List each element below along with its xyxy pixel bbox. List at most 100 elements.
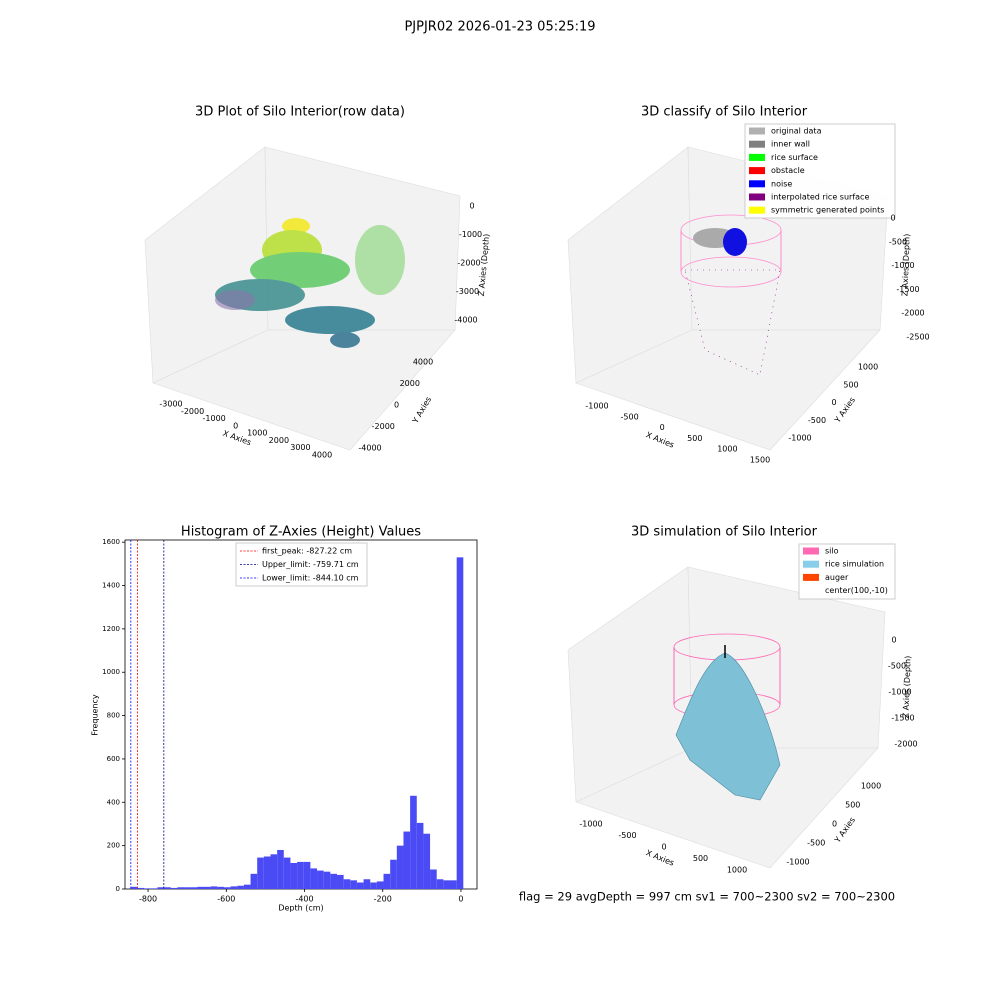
panel-title: 3D Plot of Silo Interior(row data) — [195, 105, 405, 120]
legend-label: rice simulation — [825, 560, 884, 569]
x-tick-label: -1000 — [579, 820, 602, 829]
y-tick-label: 1400 — [102, 582, 120, 590]
bar — [257, 857, 264, 889]
bar — [370, 882, 377, 889]
x-tick-label: -3000 — [159, 400, 182, 409]
y-tick-label: 1000 — [861, 782, 881, 791]
legend-swatch — [749, 167, 765, 175]
bar — [303, 861, 311, 889]
legend-swatch — [803, 547, 819, 555]
x-tick-label: 0 — [661, 843, 666, 852]
bar — [383, 873, 391, 889]
z-tick-label: -4000 — [454, 316, 477, 325]
legend-label: inner wall — [771, 140, 810, 149]
y-tick-label: 1600 — [102, 538, 120, 546]
y-tick-label: 400 — [107, 798, 120, 806]
z-tick-label: 0 — [891, 636, 896, 645]
bar — [237, 885, 244, 889]
y-tick-label: 4000 — [413, 358, 433, 367]
y-tick-label: 1000 — [858, 363, 878, 372]
legend-label: noise — [771, 179, 792, 188]
bar — [403, 831, 411, 889]
x-tick-label: -200 — [374, 895, 392, 904]
legend-swatch — [749, 153, 765, 161]
legend-swatch — [749, 193, 765, 201]
z-tick-label: -1000 — [891, 261, 914, 270]
z-tick-label: -2000 — [457, 259, 480, 268]
bar — [330, 873, 337, 889]
legend-label: silo — [825, 547, 839, 556]
x-tick-label: 2000 — [269, 436, 289, 445]
bar — [130, 886, 138, 889]
y-tick-label: 0 — [832, 820, 837, 829]
bar — [363, 879, 371, 889]
bar — [184, 887, 191, 889]
x-tick-label: -400 — [295, 895, 313, 904]
footer: flag = 29 avgDepth = 997 cm sv1 = 700~23… — [519, 890, 895, 904]
x-tick-label: -1000 — [585, 402, 608, 411]
z-axis-label: Z Axies (Depth) — [477, 233, 491, 296]
simulation — [673, 633, 781, 801]
x-tick-label: 4000 — [312, 451, 332, 460]
y-tick-label: -500 — [807, 839, 825, 848]
bar — [396, 845, 404, 889]
bar — [204, 886, 211, 889]
z-tick-label: -1000 — [459, 230, 482, 239]
bar — [263, 856, 271, 889]
chart-title: Histogram of Z-Axies (Height) Values — [181, 525, 421, 540]
x-tick-label: 0 — [458, 895, 463, 904]
y-tick-label: 500 — [843, 380, 858, 389]
x-tick-label: 1000 — [717, 445, 737, 454]
x-tick-label: -500 — [618, 831, 636, 840]
bar — [157, 887, 165, 889]
y-tick-label: 500 — [845, 801, 860, 810]
bar — [423, 833, 431, 889]
bar — [210, 886, 218, 889]
bar — [443, 880, 451, 889]
x-tick-label: 3000 — [290, 443, 310, 452]
bar — [277, 849, 284, 889]
bar — [430, 869, 437, 889]
bar — [144, 888, 151, 889]
bar — [416, 822, 424, 889]
x-tick-label: 500 — [693, 854, 708, 863]
x-tick-label: 500 — [687, 434, 702, 443]
z-tick-label: 0 — [890, 214, 895, 223]
z-tick-label: -500 — [889, 237, 907, 246]
legend-swatch — [749, 206, 765, 214]
bar — [456, 557, 464, 889]
z-tick-label: -500 — [888, 662, 906, 671]
bar — [290, 862, 298, 889]
y-tick-label: 800 — [107, 712, 120, 720]
bar — [436, 879, 444, 889]
y-axis-label: Y Axies — [410, 395, 433, 425]
legend-label: obstacle — [771, 166, 805, 175]
z-tick-label: -2500 — [906, 333, 929, 342]
legend-swatch — [803, 560, 819, 568]
x-tick-label: -2000 — [181, 407, 204, 416]
z-tick-label: -2000 — [894, 740, 917, 749]
bar — [317, 870, 324, 889]
bar — [410, 795, 417, 889]
bar — [137, 887, 145, 889]
legend-label: Lower_limit: -844.10 cm — [262, 574, 359, 583]
legend-label: Upper_limit: -759.71 cm — [262, 560, 359, 569]
x-tick-label: 1000 — [247, 429, 267, 438]
z-tick-label: -2000 — [901, 309, 924, 318]
x-axis-label: Depth (cm) — [278, 904, 323, 913]
bar — [197, 886, 205, 889]
z-tick-label: -1500 — [896, 285, 919, 294]
legend-swatch — [749, 180, 765, 188]
legend-label: original data — [771, 127, 822, 136]
y-tick-label: -4000 — [358, 444, 381, 453]
x-tick-label: -1000 — [203, 414, 226, 423]
y-tick-label: 1200 — [102, 625, 120, 633]
bar — [390, 859, 397, 889]
z-tick-label: -1500 — [891, 714, 914, 723]
bar — [230, 886, 238, 889]
scatter-cloud — [215, 218, 405, 348]
bar — [170, 887, 178, 889]
legend-label: center(100,-10) — [825, 586, 888, 595]
y-tick-label: 2000 — [400, 379, 420, 388]
